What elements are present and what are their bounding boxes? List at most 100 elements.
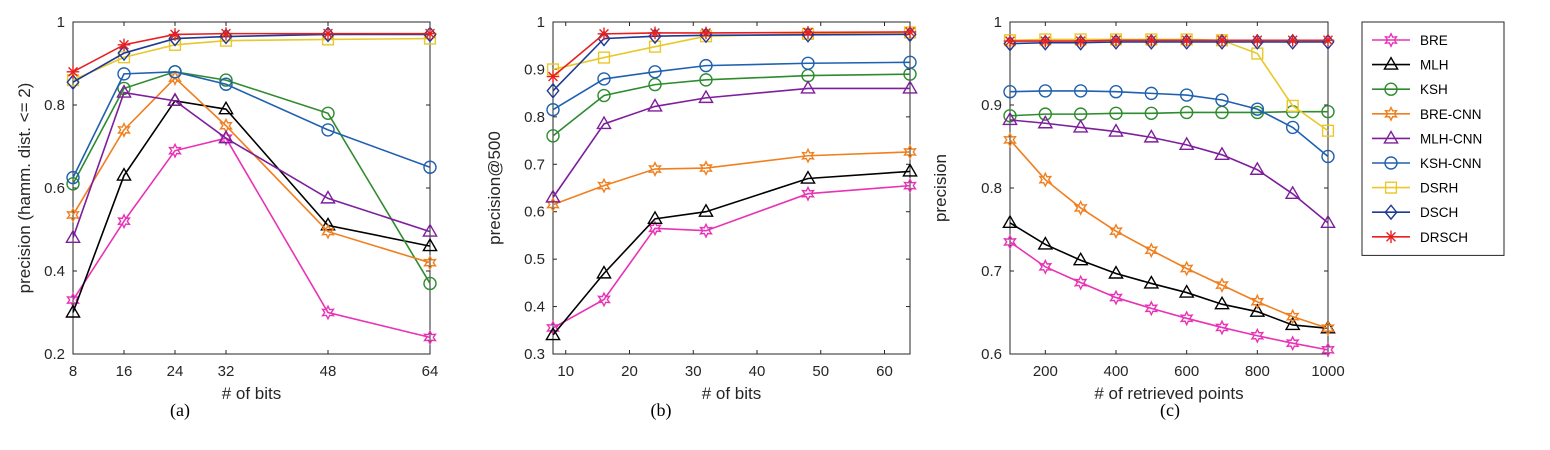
x-tick-label: 64 [422,363,439,380]
data-point-bre [1038,258,1053,275]
data-point-drsch [1109,33,1123,47]
y-tick-label: 0.8 [524,109,545,126]
data-point-bre [1179,310,1194,327]
data-point-drsch [903,25,917,39]
x-tick-label: 400 [1103,363,1128,380]
legend-label: DSCH [1420,205,1458,220]
data-point-ksh-cnn [546,103,560,117]
data-point-ksh [648,77,662,92]
data-point-drsch [219,27,233,40]
x-tick-label: 40 [749,363,766,380]
data-point-bre-cnn [117,121,131,138]
data-point-ksh-cnn [1321,149,1335,164]
data-point-ksh-cnn [219,77,233,91]
data-point-drsch [597,27,611,41]
y-tick-label: 0.8 [981,180,1002,197]
data-point-bre-cnn [597,177,611,194]
data-point-bre-cnn [648,161,662,177]
data-point-mlh-cnn [1037,114,1054,129]
y-tick-label: 0.7 [981,263,1002,280]
x-tick-label: 1000 [1311,363,1344,380]
x-tick-label: 48 [320,363,337,380]
data-point-mlh-cnn [1284,185,1301,200]
data-point-bre [597,291,611,308]
data-point-drsch [1251,33,1264,47]
data-point-bre [1109,289,1123,306]
data-point-ksh-cnn [423,160,437,174]
legend: BRE MLH KSH BRE-CNN MLH-CNN KSH-CNN DSRH DSCH DR… [1361,21,1505,256]
series-mlh-cnn [545,80,918,203]
legend-entry-mlh: MLH [1372,56,1449,73]
x-tick-label: 8 [69,363,77,380]
series-mlh-cnn [65,84,438,244]
legend-marker-bre-cnn [1384,105,1398,122]
data-point-ksh [66,177,80,191]
y-tick-label: 1 [537,14,545,31]
data-point-bre-cnn [1321,320,1335,337]
series-line-ksh-cnn [72,70,431,178]
data-point-mlh [1249,303,1266,317]
data-point-mlh-cnn [218,129,234,144]
y-tick-label: 0.8 [44,97,65,114]
x-tick-label: 800 [1245,363,1270,380]
x-tick-label: 32 [218,363,235,380]
series-line-bre-cnn [72,76,431,264]
panel-c: 200 400 600 800 1000 0.6 0.7 0.8 0.9 1 # of retrie… [931,14,1345,421]
x-axis-label: # of bits [222,384,282,403]
data-point-ksh-cnn [1003,85,1017,99]
axes-box [1009,21,1329,355]
panel-b: 10 20 30 40 50 60 0.3 0.4 0.5 0.6 0.7 0.8 0.9 1 # of b… [485,14,918,421]
data-point-mlh [596,265,612,279]
series-ksh-cnn [546,55,917,117]
series-line-dsch [1009,41,1328,45]
series-bre [1003,234,1335,358]
x-tick-label: 30 [685,363,702,380]
series-line-dsrh [552,31,911,71]
y-tick-label: 0.6 [981,346,1002,363]
data-point-bre-cnn [1285,308,1300,325]
data-point-dsch [117,45,131,62]
series-drsch [546,25,917,83]
data-point-drsch [1074,34,1087,48]
series-mlh [545,163,918,341]
data-point-drsch [1215,33,1229,47]
data-point-bre [1321,341,1335,358]
y-tick-label: 1 [994,14,1002,31]
panel-caption: (b) [651,400,672,421]
data-point-bre-cnn [1215,277,1229,294]
data-point-mlh-cnn [1214,146,1230,161]
data-point-ksh [423,276,437,291]
legend-label: KSH [1420,82,1448,97]
data-point-mlh [1037,236,1054,250]
legend-marker-mlh [1383,56,1399,70]
legend-label: KSH-CNN [1420,156,1482,171]
x-tick-label: 16 [116,363,133,380]
series-line-mlh-cnn [1009,119,1329,224]
series-line-mlh-cnn [552,87,910,198]
series-line-mlh [1009,222,1329,330]
data-point-bre [1215,319,1229,336]
data-point-mlh-cnn [1320,214,1336,229]
series-line-dsch [552,33,911,92]
data-point-mlh-cnn [647,98,663,112]
y-axis-label: precision [931,154,950,222]
data-point-mlh [1108,265,1124,279]
y-tick-label: 0.4 [44,263,65,280]
data-point-ksh [1038,107,1053,121]
y-tick-label: 0.9 [524,61,545,78]
data-point-ksh [597,88,611,103]
legend-entry-dsrh: DSRH [1372,181,1458,196]
data-point-ksh [1179,105,1194,120]
data-point-bre [1073,274,1088,291]
series-line-mlh [552,170,911,336]
data-point-ksh [1144,106,1159,121]
data-point-dsch [168,30,182,47]
series-line-dsrh [1009,38,1329,132]
data-point-bre-cnn [1003,131,1017,148]
data-point-mlh [1284,316,1301,331]
data-point-ksh [219,73,233,87]
data-point-drsch [1003,34,1017,48]
panel-caption: (c) [1160,400,1180,421]
series-line-bre-cnn [552,151,911,206]
data-point-mlh [800,170,816,184]
